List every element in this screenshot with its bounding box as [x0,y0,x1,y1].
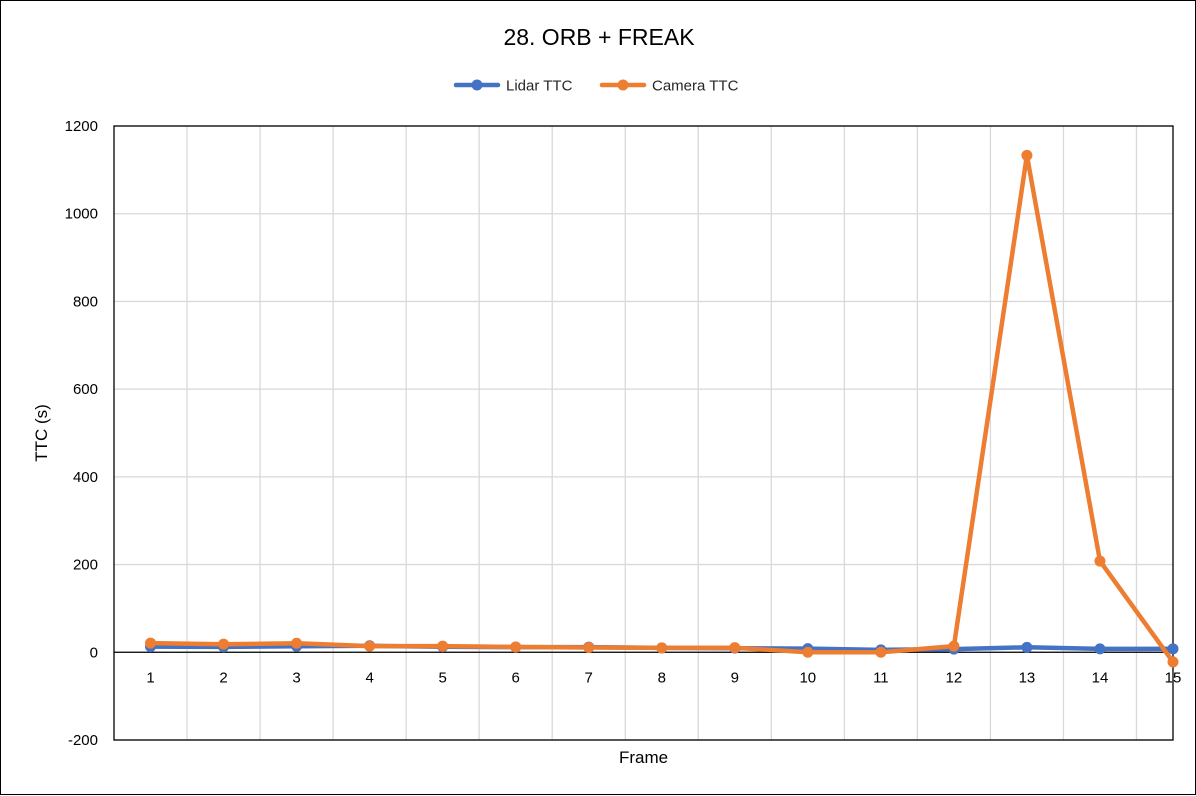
y-tick-label: 400 [73,469,98,486]
data-point [1094,555,1106,567]
x-tick-label: 9 [731,669,739,686]
y-tick-label: 800 [73,293,98,310]
y-tick-label: 200 [73,557,98,574]
x-tick-label: 14 [1092,669,1109,686]
data-point [1021,641,1033,653]
y-tick-label: 600 [73,381,98,398]
legend: Lidar TTC Camera TTC [453,78,739,95]
x-tick-label: 3 [292,669,300,686]
data-point [656,642,668,654]
series-line [148,153,1176,665]
plot-area [113,125,1174,741]
y-tick-label: 1200 [65,118,98,135]
x-tick-label: 2 [219,669,227,686]
legend-label: Camera TTC [652,78,739,95]
data-point [510,641,522,653]
legend-item: Lidar TTC [453,78,573,95]
x-axis-ticks: 1 2 3 4 5 6 7 8 9 10 11 12 13 14 15 [146,669,1181,686]
data-point [218,638,230,650]
y-tick-label: 1000 [65,206,98,223]
x-tick-label: 5 [438,669,446,686]
y-axis-title: TTC (s) [32,404,51,462]
data-point [364,640,376,652]
x-tick-label: 12 [946,669,963,686]
data-point [802,646,814,658]
x-tick-label: 7 [585,669,593,686]
data-point [291,637,303,649]
x-axis-title: Frame [619,748,668,767]
x-tick-label: 15 [1165,669,1182,686]
legend-item: Camera TTC [599,78,739,95]
y-tick-label: -200 [68,732,98,749]
x-tick-label: 11 [873,669,889,686]
data-point [1167,643,1179,655]
data-point [145,637,157,649]
data-point [1021,149,1033,161]
x-tick-label: 8 [658,669,666,686]
x-tick-label: 6 [512,669,520,686]
chart-title: 28. ORB + FREAK [503,24,695,50]
data-point [875,646,887,658]
gridlines [114,125,1173,741]
legend-label: Lidar TTC [506,78,573,95]
y-tick-label: 0 [90,644,98,661]
data-point [583,641,595,653]
x-tick-label: 10 [799,669,816,686]
series-1 [145,149,1179,668]
data-point [1167,656,1179,668]
data-point [729,642,741,654]
legend-swatch-marker [617,79,629,91]
x-tick-label: 4 [365,669,373,686]
data-point [948,640,960,652]
y-axis-ticks: -200 0 200 400 600 800 1000 1200 [65,118,98,749]
x-tick-label: 13 [1019,669,1036,686]
x-tick-label: 1 [146,669,154,686]
data-point [437,640,449,652]
series-group [145,149,1179,668]
legend-swatch-marker [471,79,483,91]
data-point [1094,643,1106,655]
